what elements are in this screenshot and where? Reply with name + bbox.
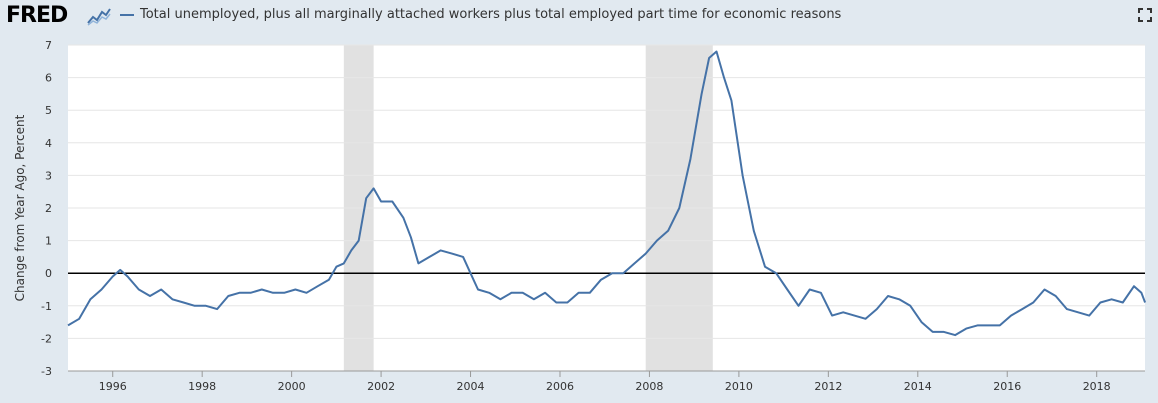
- y-tick-label: 2: [45, 202, 52, 215]
- y-tick-label: -3: [41, 365, 52, 378]
- legend-label: Total unemployed, plus all marginally at…: [140, 7, 842, 22]
- y-tick-label: 6: [45, 72, 52, 85]
- x-tick-label: 2018: [1083, 380, 1111, 393]
- x-axis-ticks: 1996 1998 2000 2002 2004 2006 2008 2010 2012 2014…: [99, 371, 1111, 393]
- fred-logo[interactable]: FRED: [6, 3, 68, 28]
- y-tick-label: 5: [45, 104, 52, 117]
- x-tick-label: 2008: [635, 380, 663, 393]
- x-tick-label: 2016: [993, 380, 1021, 393]
- x-tick-label: 2004: [457, 380, 485, 393]
- y-tick-label: -1: [41, 300, 52, 313]
- chart-header: FRED Total unemployed, plus all marginal…: [0, 0, 1158, 34]
- series-line: [67, 50, 1147, 337]
- y-tick-label: 7: [45, 39, 52, 52]
- y-axis-ticks: 7 6 5 4 3 2 1 0 -1 -2 -3: [41, 39, 52, 378]
- x-tick-label: 2002: [367, 380, 395, 393]
- fullscreen-icon[interactable]: [1138, 8, 1152, 22]
- y-tick-label: -2: [41, 332, 52, 345]
- y-tick-label: 1: [45, 235, 52, 248]
- x-tick-label: 2006: [546, 380, 574, 393]
- y-tick-label: 3: [45, 169, 52, 182]
- y-axis-label: Change from Year Ago, Percent: [13, 114, 27, 301]
- x-tick-label: 2010: [725, 380, 753, 393]
- x-tick-label: 2012: [814, 380, 842, 393]
- x-tick-label: 1996: [99, 380, 127, 393]
- line-chart-icon: [87, 6, 111, 26]
- y-tick-label: 4: [45, 137, 52, 150]
- y-tick-label: 0: [45, 267, 52, 280]
- x-tick-label: 2014: [904, 380, 932, 393]
- legend-swatch: [120, 13, 134, 16]
- x-tick-label: 2000: [278, 380, 306, 393]
- x-tick-label: 1998: [188, 380, 216, 393]
- chart-legend: Total unemployed, plus all marginally at…: [120, 7, 841, 22]
